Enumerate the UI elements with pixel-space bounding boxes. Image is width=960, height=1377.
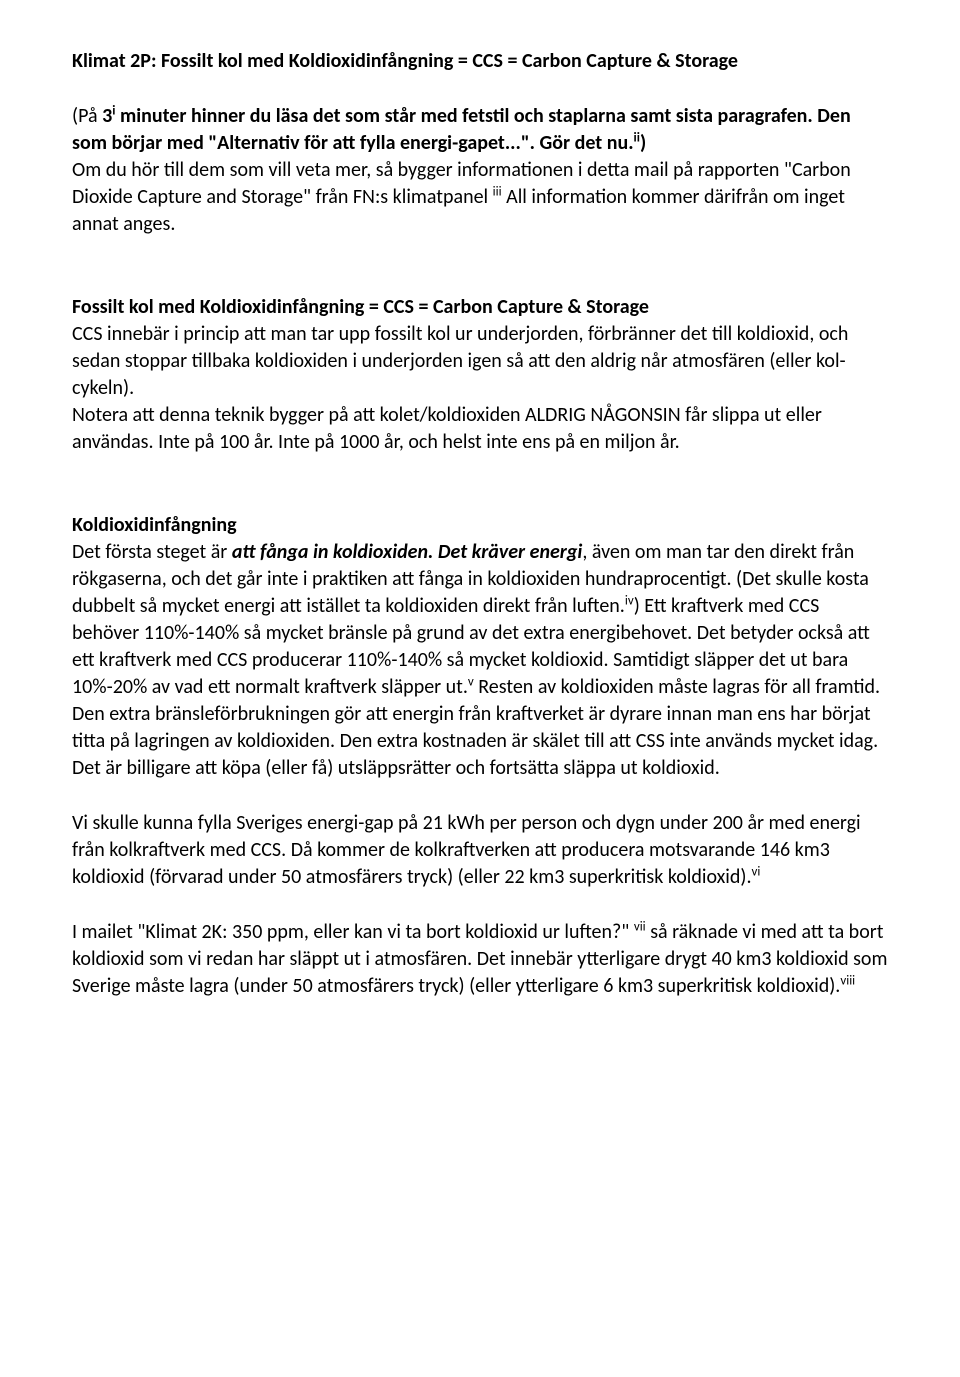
section-ccs-p2: Notera att denna teknik bygger på att ko… <box>72 403 822 454</box>
section-capture-p1b: att fånga in koldioxiden. Det kräver ene… <box>232 540 583 564</box>
footnote-ref-vi: vi <box>752 864 761 879</box>
section-capture-p1g: Resten av koldioxiden måste lagras för a… <box>474 675 880 699</box>
footnote-ref-viii: viii <box>840 973 855 988</box>
section-capture: Koldioxidinfångning Det första steget är… <box>72 512 888 782</box>
intro-close-paren: ) <box>640 131 646 155</box>
footnote-ref-iii: iii <box>493 184 502 199</box>
document-title: Klimat 2P: Fossilt kol med Koldioxidinfå… <box>72 48 888 75</box>
section-ccs-heading: Fossilt kol med Koldioxidinfångning = CC… <box>72 295 649 319</box>
section-mail-ref: I mailet "Klimat 2K: 350 ppm, eller kan … <box>72 919 888 1000</box>
intro-paragraph: (På 3i minuter hinner du läsa det som st… <box>72 103 888 238</box>
section-mail-p1a: I mailet "Klimat 2K: 350 ppm, eller kan … <box>72 920 634 944</box>
intro-minutes: 3 <box>102 104 112 128</box>
section-ccs: Fossilt kol med Koldioxidinfångning = CC… <box>72 294 888 456</box>
intro-bold-text: minuter hinner du läsa det som står med … <box>72 104 851 155</box>
section-capture-p1a: Det första steget är <box>72 540 232 564</box>
footnote-ref-iv: iv <box>625 593 634 608</box>
intro-text: (På <box>72 104 102 128</box>
section-ccs-p1: CCS innebär i princip att man tar upp fo… <box>72 322 848 400</box>
section-sweden-gap: Vi skulle kunna fylla Sveriges energi-ga… <box>72 810 888 891</box>
section-capture-heading: Koldioxidinfångning <box>72 513 237 537</box>
footnote-ref-vii: vii <box>634 919 646 934</box>
